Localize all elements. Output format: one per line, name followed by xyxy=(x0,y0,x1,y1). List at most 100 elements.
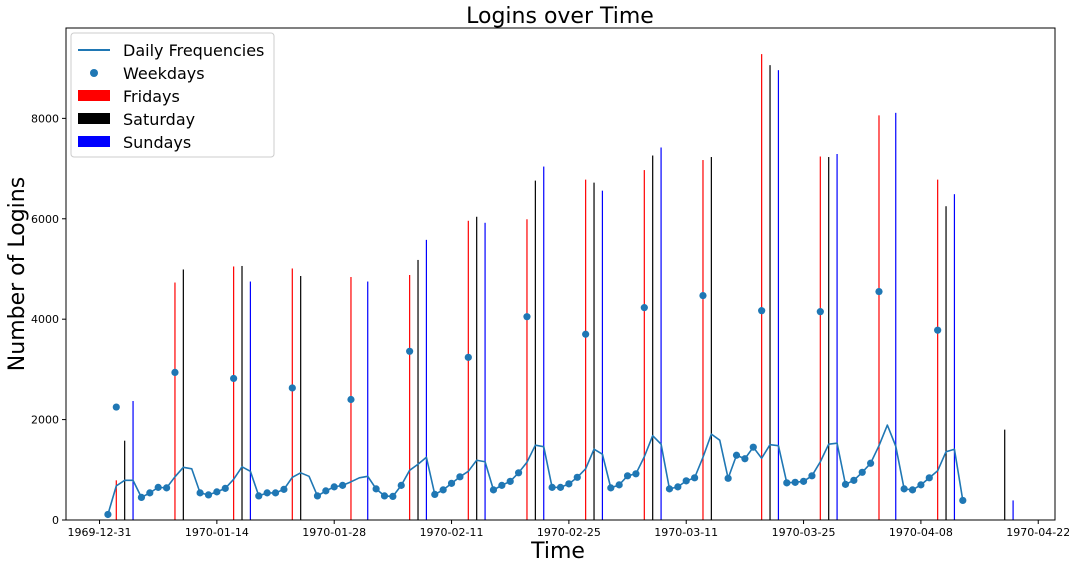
weekday-point xyxy=(548,483,556,491)
x-tick-label: 1969-12-31 xyxy=(68,526,132,539)
weekday-point xyxy=(640,304,648,312)
bar-sundays xyxy=(601,190,604,520)
weekday-point xyxy=(389,492,397,500)
legend-fridays-swatch xyxy=(78,90,110,101)
weekday-point xyxy=(514,469,523,477)
weekday-point xyxy=(799,477,808,485)
weekday-point xyxy=(917,481,925,489)
weekday-point xyxy=(347,395,355,404)
weekday-point xyxy=(288,384,296,392)
weekday-point xyxy=(791,478,799,486)
bar-saturday xyxy=(593,182,595,520)
x-tick-label: 1970-02-25 xyxy=(537,526,601,539)
weekday-point xyxy=(498,481,506,489)
bar-fridays xyxy=(761,54,763,521)
weekday-point xyxy=(623,472,632,480)
bar-saturday xyxy=(945,206,947,520)
weekday-point xyxy=(875,287,883,296)
weekday-point xyxy=(263,489,271,497)
legend-label-daily-frequencies: Daily Frequencies xyxy=(123,41,264,60)
weekday-point xyxy=(758,307,766,315)
bar-fridays xyxy=(819,156,821,520)
x-tick-label: 1970-04-22 xyxy=(1006,526,1069,539)
x-tick-label: 1970-01-28 xyxy=(302,526,366,539)
weekday-point xyxy=(322,487,330,495)
weekday-point xyxy=(808,472,816,480)
weekday-point xyxy=(380,492,389,500)
weekday-point xyxy=(699,291,707,300)
bar-sundays xyxy=(425,239,427,521)
weekday-point xyxy=(615,481,623,489)
bar-saturday xyxy=(182,269,184,520)
bar-saturday xyxy=(241,265,243,520)
weekday-point xyxy=(447,479,456,487)
x-tick-label: 1970-01-14 xyxy=(185,526,249,539)
bar-fridays xyxy=(174,282,176,520)
bar-sundays xyxy=(367,281,369,520)
bar-fridays xyxy=(702,160,704,521)
weekday-point xyxy=(372,485,380,493)
legend-label-sundays: Sundays xyxy=(123,133,191,152)
x-tick-label: 1970-03-11 xyxy=(654,526,718,539)
weekday-point xyxy=(431,490,439,498)
weekday-point xyxy=(783,479,791,487)
weekday-point xyxy=(665,485,674,493)
weekday-point xyxy=(749,443,757,451)
bar-saturday xyxy=(652,155,654,520)
weekday-point xyxy=(506,477,514,485)
y-tick-label: 2000 xyxy=(31,414,59,427)
weekday-point xyxy=(146,489,154,497)
weekday-point xyxy=(959,496,967,505)
bar-saturday xyxy=(828,157,830,520)
bar-fridays xyxy=(937,179,939,520)
weekday-point xyxy=(841,480,850,488)
y-tick-label: 4000 xyxy=(31,313,59,326)
weekday-point xyxy=(464,353,472,361)
x-tick-label: 1970-03-25 xyxy=(772,526,836,539)
x-axis-label: Time xyxy=(530,539,585,564)
bar-saturday xyxy=(769,65,771,521)
weekday-point xyxy=(406,347,414,355)
bar-fridays xyxy=(409,275,411,520)
y-tick-label: 8000 xyxy=(31,112,59,125)
weekday-point xyxy=(850,476,858,484)
weekday-point xyxy=(741,455,749,463)
weekday-point xyxy=(556,483,565,491)
bar-fridays xyxy=(233,266,235,520)
weekday-point xyxy=(732,451,741,459)
bar-saturday xyxy=(534,180,536,520)
bar-sundays xyxy=(953,194,956,520)
bar-fridays xyxy=(643,170,645,520)
weekday-point xyxy=(674,483,682,491)
weekday-point xyxy=(867,459,875,467)
legend-frame xyxy=(70,32,275,158)
bar-fridays xyxy=(467,220,469,520)
bar-sundays xyxy=(777,70,780,521)
weekday-point xyxy=(632,470,640,478)
bar-saturday xyxy=(476,216,478,520)
weekday-point xyxy=(691,474,699,482)
bar-sundays xyxy=(249,281,251,520)
weekday-point xyxy=(900,485,908,493)
weekday-point xyxy=(582,330,590,338)
weekday-point xyxy=(112,403,120,411)
plot-area xyxy=(104,54,1014,521)
weekday-point xyxy=(104,510,112,519)
x-tick-label: 1970-02-11 xyxy=(420,526,484,539)
weekday-point xyxy=(255,492,263,500)
bar-fridays xyxy=(526,219,528,520)
weekday-point xyxy=(213,488,221,496)
weekday-point xyxy=(221,484,229,492)
weekday-point xyxy=(682,477,690,485)
legend-saturday-swatch xyxy=(78,113,110,124)
weekday-point xyxy=(439,486,447,494)
weekday-point xyxy=(816,308,824,316)
bar-sundays xyxy=(836,154,838,520)
weekday-point xyxy=(171,368,179,376)
weekday-point xyxy=(925,474,933,482)
bar-fridays xyxy=(585,179,587,520)
weekday-point xyxy=(230,374,238,383)
weekday-point xyxy=(162,484,171,492)
bar-sundays xyxy=(895,112,897,520)
